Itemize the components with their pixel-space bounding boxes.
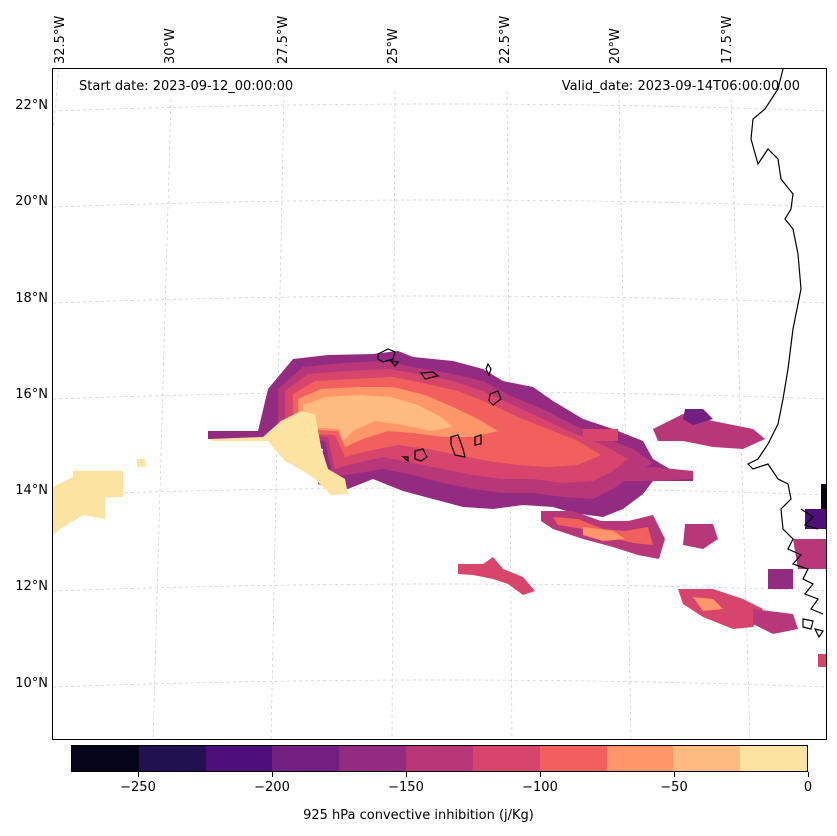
colorbar-tick-label: −250 (120, 780, 156, 795)
lat-label-22n: 22°N (15, 98, 48, 113)
lon-label-20w: 20°W (608, 28, 623, 64)
lon-label-22-5w: 22.5°W (498, 15, 513, 64)
colorbar-title: 925 hPa convective inhibition (j/Kg) (303, 808, 534, 823)
colorbar-tick-label: −100 (522, 780, 558, 795)
cin-streak-east-3 (583, 429, 618, 441)
colorbar-segment (606, 746, 674, 771)
meridian-30w (152, 98, 172, 739)
cin-streak-east-2 (683, 409, 713, 425)
colorbar-tick (539, 772, 541, 777)
cin-coast-patch-2-core (693, 597, 723, 611)
graticule (53, 69, 826, 739)
cin-contours (53, 351, 826, 667)
cin-coast-patch-1 (683, 524, 718, 549)
cape-verde-boa-vista (488, 390, 502, 406)
colorbar (71, 745, 808, 772)
parallel-20n (53, 199, 826, 208)
lon-label-32-5w: 32.5°W (53, 15, 68, 64)
cin-coast-patch-3 (768, 569, 793, 589)
cin-coast-patch-4 (753, 609, 798, 634)
valid-date-label: Valid_date: 2023-09-14T06:00:00.00 (561, 79, 800, 94)
cin-coast-patch-6 (821, 484, 826, 509)
parallel-16n (53, 391, 826, 400)
cape-verde-sao-vicente (389, 360, 400, 367)
meridian-20w (618, 93, 632, 739)
colorbar-tick-label: −50 (660, 780, 688, 795)
parallel-22n (53, 103, 826, 112)
cape-verde-santo-antao (377, 348, 396, 363)
parallel-18n (53, 295, 826, 304)
colorbar-tick-label: −150 (388, 780, 424, 795)
cape-verde-sao-nicolau (419, 371, 440, 380)
cape-verde-maio (474, 434, 482, 446)
cape-verde-sal (485, 362, 492, 377)
colorbar-segment (539, 746, 607, 771)
colorbar-tick (405, 772, 407, 777)
colorbar-segment (740, 746, 807, 771)
parallel-14n (53, 487, 826, 496)
coastline (377, 69, 824, 639)
colorbar-segment (406, 746, 473, 771)
lon-label-27-5w: 27.5°W (276, 15, 291, 64)
lat-label-18n: 18°N (15, 291, 48, 306)
lon-label-30w: 30°W (163, 28, 178, 64)
colorbar-tick (271, 772, 273, 777)
colorbar-tick (673, 772, 675, 777)
colorbar-tick-label: −200 (254, 780, 290, 795)
cin-coast-patch-7 (805, 509, 826, 529)
parallel-10n (53, 679, 826, 688)
cape-verde-brava (401, 456, 409, 463)
lon-label-25w: 25°W (386, 28, 401, 64)
parallel-12n (53, 583, 826, 592)
lat-label-12n: 12°N (15, 579, 48, 594)
cin-plume-yellow (211, 411, 348, 495)
cape-verde-santiago (450, 434, 466, 458)
lat-label-20n: 20°N (15, 194, 48, 209)
colorbar-segment (673, 746, 741, 771)
cin-coast-patch-8 (793, 539, 826, 569)
colorbar-tick (137, 772, 139, 777)
colorbar-segment (472, 746, 540, 771)
lat-label-10n: 10°N (15, 676, 48, 691)
cin-blob-12n (458, 557, 535, 595)
lon-label-17-5w: 17.5°W (720, 15, 735, 64)
colorbar-segment (339, 746, 407, 771)
start-date-label: Start date: 2023-09-12_00:00:00 (79, 79, 294, 94)
cin-streak-east-4 (613, 467, 693, 481)
senegal-coast-detail (800, 508, 819, 530)
lat-label-14n: 14°N (15, 483, 48, 498)
map-area[interactable]: Start date: 2023-09-12_00:00:00 Valid_da… (52, 68, 827, 740)
meridian-17-5w (730, 98, 751, 739)
colorbar-segment (138, 746, 206, 771)
colorbar-segment (272, 746, 340, 771)
colorbar-segment (72, 746, 139, 771)
colorbar-tick (807, 772, 809, 777)
cape-verde-fogo (414, 448, 428, 462)
cin-coast-patch-5 (818, 654, 826, 667)
cin-patch-west (53, 471, 123, 535)
lat-label-16n: 16°N (15, 387, 48, 402)
colorbar-segment (205, 746, 273, 771)
meridian-32-5w (53, 69, 60, 130)
bissagos-islands (802, 618, 824, 639)
cin-dot-west (137, 459, 145, 467)
cin-streak-east-1 (653, 414, 765, 449)
africa-coastline (746, 69, 824, 615)
colorbar-tick-label: 0 (803, 780, 813, 795)
cin-band-13n-core (583, 527, 625, 541)
cin-plume-light-orange (303, 395, 453, 441)
map-canvas (53, 69, 826, 739)
